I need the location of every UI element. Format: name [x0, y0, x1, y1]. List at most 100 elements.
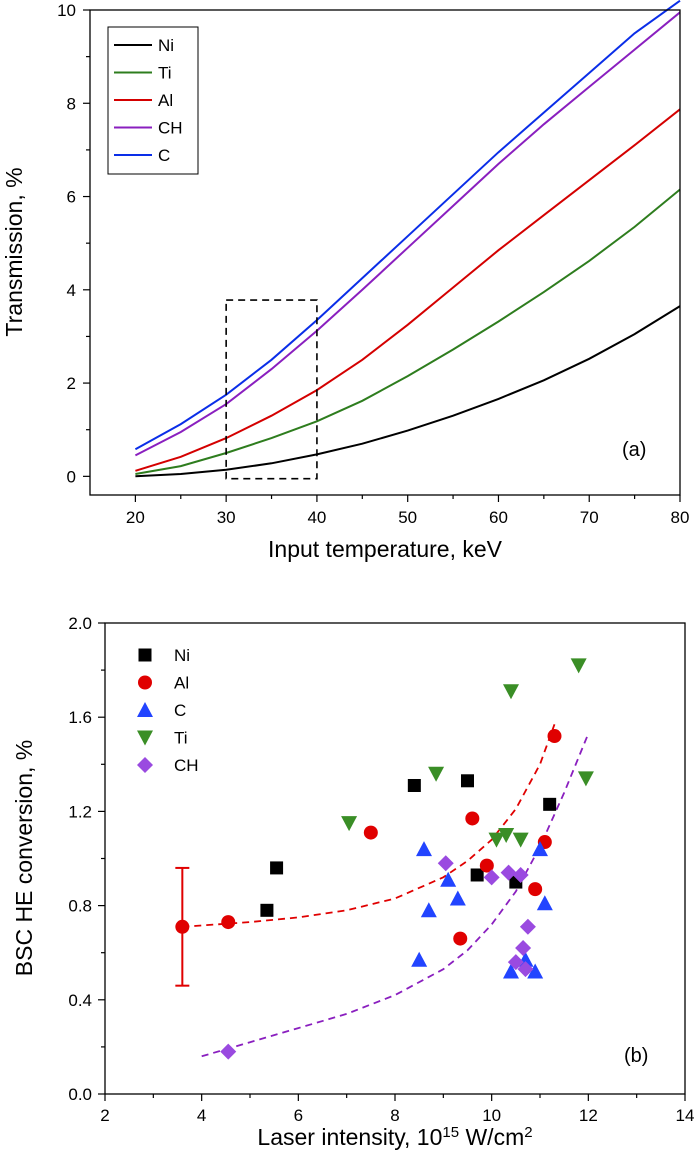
a-y-tick-label: 4 — [67, 281, 76, 300]
a-ticks: 20 30 40 50 60 70 80 0 2 4 6 8 10 — [57, 1, 689, 527]
a-x-axis-title: Input temperature, keV — [268, 536, 503, 562]
b-point-ch — [220, 1043, 237, 1060]
a-dashed-selection-box — [225, 299, 318, 480]
b-legend: Ni Al C Ti CH — [137, 646, 199, 775]
a-legend-label: Ti — [158, 64, 172, 83]
a-panel-tag: (a) — [622, 439, 646, 461]
b-point-ch — [483, 869, 500, 886]
a-x-tick-label: 50 — [398, 508, 417, 527]
a-curves — [134, 0, 681, 478]
b-legend-label: Al — [174, 674, 189, 693]
b-point-ti — [570, 658, 587, 674]
b-y-tick-label: 2.0 — [68, 614, 92, 633]
a-y-axis-title: Transmission, % — [1, 167, 27, 336]
b-point-ni — [407, 778, 421, 792]
b-point-ti — [498, 827, 515, 843]
b-point-ti — [488, 832, 505, 848]
b-legend-marker — [137, 730, 153, 746]
a-legend-label: C — [158, 146, 170, 165]
b-point-ch — [507, 954, 524, 971]
b-point-ni — [461, 774, 474, 788]
panel-a-transmission-chart: 20 30 40 50 60 70 80 0 2 4 6 8 10 Ni Ti Al CH C Input te… — [1, 0, 689, 562]
b-point-al — [547, 729, 562, 744]
b-point-c — [411, 951, 428, 967]
b-point-c — [527, 963, 544, 979]
b-point-ni — [543, 797, 557, 811]
a-legend: Ni Ti Al CH C — [107, 26, 199, 175]
b-point-c — [449, 890, 466, 906]
a-x-tick-label: 80 — [671, 508, 690, 527]
b-x-tick-label: 10 — [482, 1106, 501, 1125]
b-point-ch — [519, 918, 536, 935]
a-y-tick-label: 8 — [67, 94, 76, 113]
b-legend-label: Ni — [174, 646, 190, 665]
b-point-ti — [428, 766, 445, 782]
a-y-tick-label: 6 — [67, 188, 76, 207]
b-y-tick-label: 0.4 — [68, 991, 92, 1010]
a-y-tick-label: 2 — [67, 374, 76, 393]
b-legend-marker — [138, 675, 152, 690]
b-point-c — [420, 902, 437, 918]
b-point-ni — [260, 903, 274, 917]
b-fit-curve — [182, 723, 556, 928]
a-plot-frame — [89, 9, 681, 496]
b-point-ch — [500, 864, 517, 881]
b-point-c — [440, 871, 457, 887]
b-x-tick-label: 14 — [676, 1106, 695, 1125]
a-x-tick-label: 70 — [580, 508, 599, 527]
b-fit-curves — [182, 723, 590, 1058]
b-point-ch — [517, 961, 534, 978]
b-point-ch — [515, 939, 532, 956]
a-x-tick-label: 20 — [126, 508, 145, 527]
b-point-ti — [512, 832, 529, 848]
b-point-al — [528, 882, 543, 897]
b-point-al — [363, 825, 378, 840]
a-x-tick-label: 60 — [489, 508, 508, 527]
b-legend-marker — [137, 757, 153, 773]
b-y-tick-label: 1.2 — [68, 802, 92, 821]
b-point-ni — [470, 868, 484, 882]
b-x-tick-label: 4 — [197, 1106, 206, 1125]
b-panel-tag: (b) — [624, 1045, 648, 1067]
a-x-tick-label: 30 — [217, 508, 236, 527]
b-ticks: 2 4 6 8 10 12 14 0.0 0.4 0.8 1.2 1.6 2.0 — [68, 614, 694, 1125]
a-y-tick-label: 0 — [67, 467, 76, 486]
a-curve-ch — [134, 11, 681, 457]
b-y-tick-label: 0.8 — [68, 897, 92, 916]
b-point-al — [453, 931, 468, 946]
b-y-tick-label: 0.0 — [68, 1085, 92, 1104]
b-point-c — [536, 895, 553, 911]
a-legend-label: Al — [158, 91, 173, 110]
b-point-c — [503, 963, 519, 979]
b-point-ti — [577, 771, 594, 787]
b-x-tick-label: 8 — [390, 1106, 399, 1125]
b-y-axis-title: BSC HE conversion, % — [11, 740, 37, 976]
a-legend-label: Ni — [158, 36, 174, 55]
b-x-tick-label: 2 — [100, 1106, 109, 1125]
b-x-tick-label: 6 — [294, 1106, 303, 1125]
a-curve-ni — [135, 305, 681, 478]
a-curve-c — [134, 0, 681, 451]
a-y-tick-label: 10 — [57, 1, 76, 20]
b-plot-frame — [104, 622, 686, 1095]
b-legend-marker — [137, 702, 153, 717]
b-point-ch — [437, 855, 454, 872]
b-point-ch — [512, 866, 529, 883]
b-x-tick-label: 12 — [579, 1106, 598, 1125]
b-x-axis-title: Laser intensity, 1015 W/cm2 — [257, 1124, 532, 1150]
a-x-tick-label: 40 — [307, 508, 326, 527]
b-point-c — [532, 841, 548, 857]
b-point-ni — [270, 861, 284, 875]
b-point-al — [465, 811, 480, 826]
b-legend-label: C — [174, 701, 186, 720]
b-points — [175, 658, 594, 1060]
b-point-al — [479, 858, 494, 873]
b-point-ti — [503, 684, 519, 700]
b-y-tick-label: 1.6 — [68, 708, 92, 727]
a-legend-label: CH — [158, 119, 183, 138]
b-legend-marker — [138, 648, 152, 662]
a-curve-al — [135, 108, 681, 472]
b-point-c — [416, 841, 432, 857]
b-point-ti — [341, 816, 358, 832]
